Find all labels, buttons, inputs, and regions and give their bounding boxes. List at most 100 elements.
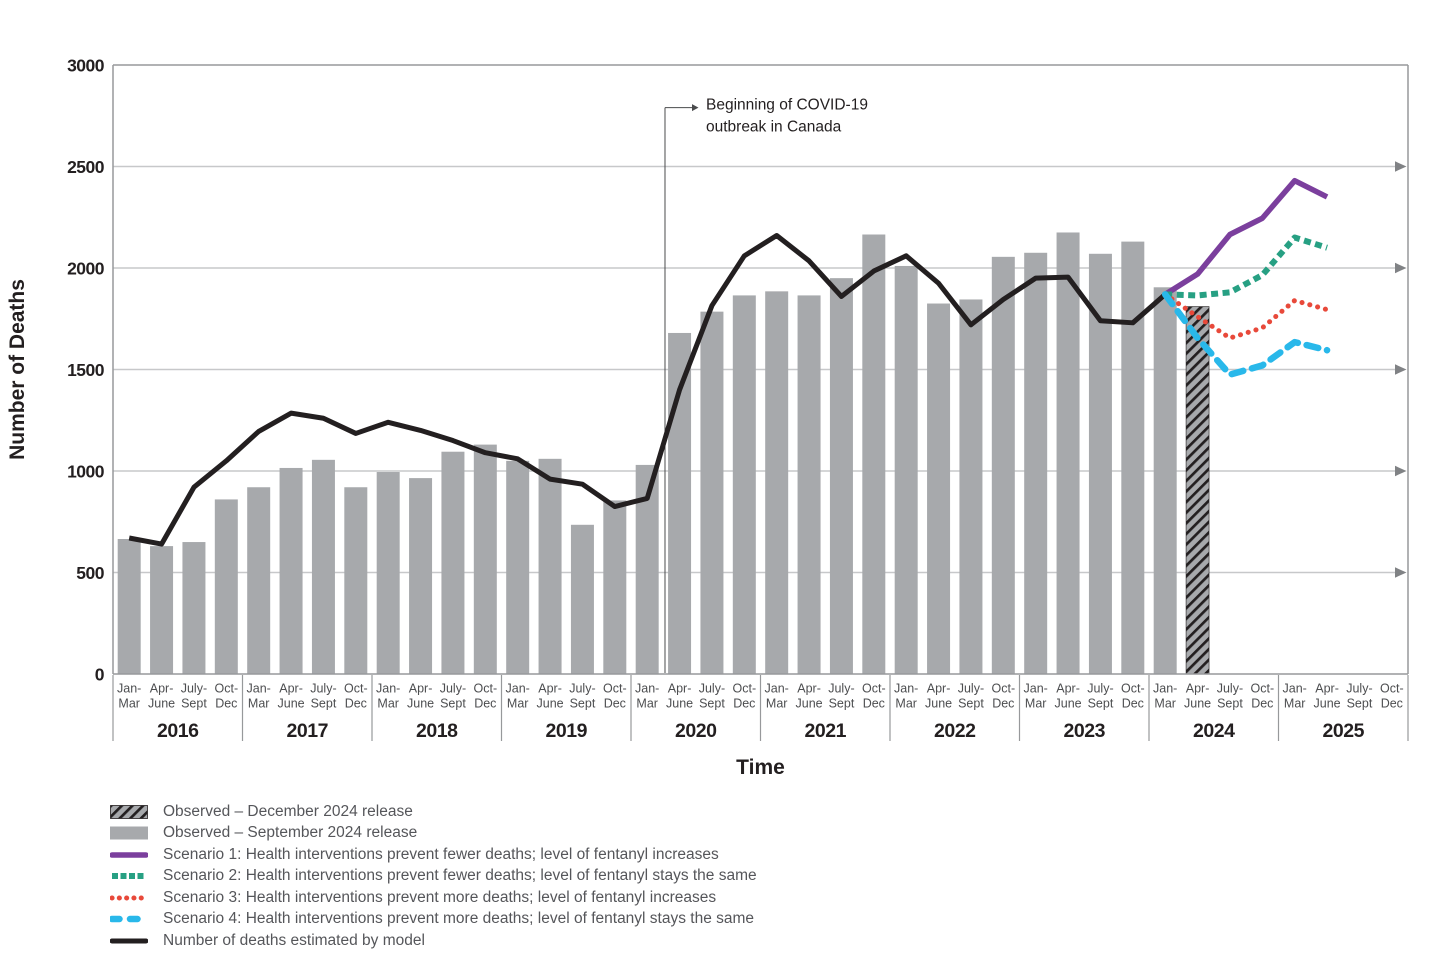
bar-observed-2023-q2 — [1056, 232, 1080, 674]
annotation-text-line: outbreak in Canada — [706, 119, 842, 136]
y-tick-label-1000: 1000 — [67, 462, 105, 482]
legend-row-model: Number of deaths estimated by model — [110, 930, 757, 952]
year-label-2025: 2025 — [1323, 720, 1365, 742]
x-axis-labels-layer: Jan-MarApr-JuneJuly-SeptOct-DecJan-MarAp… — [112, 675, 1409, 742]
quarter-label: Oct-Dec — [603, 682, 627, 711]
bar-observed-2016-q4 — [214, 499, 238, 674]
quarter-label: July-Sept — [1346, 682, 1373, 711]
bar-observed-2017-q1 — [247, 487, 271, 674]
y-axis-title: Number of Deaths — [6, 279, 29, 460]
year-label-2022: 2022 — [934, 720, 976, 742]
gray-bar-swatch-icon — [110, 826, 148, 840]
scenario-3-line — [1162, 291, 1330, 341]
y-axis-labels-layer: 0 500 1000 1500 2000 2500 3000 — [67, 56, 105, 685]
y-tick-label-1500: 1500 — [67, 360, 105, 380]
quarter-label: July-Sept — [1217, 682, 1244, 711]
legend-label: Scenario 3: Health interventions prevent… — [163, 888, 717, 906]
hatch-swatch-rect — [110, 804, 148, 819]
bar-observed-2019-q2 — [538, 458, 562, 674]
bar-observed-2019-q3 — [570, 524, 594, 674]
year-label-2019: 2019 — [546, 720, 588, 742]
bar-observed-2022-q1 — [894, 265, 918, 674]
axis-borders-layer — [112, 64, 1409, 675]
y-tick-label-0: 0 — [95, 665, 105, 685]
bar-observed-2023-q3 — [1088, 253, 1112, 675]
bar-observed-2023-q1 — [1024, 252, 1048, 674]
legend-row-scenario-3: Scenario 3: Health interventions prevent… — [110, 887, 757, 909]
quarter-label: Apr-June — [1055, 682, 1082, 711]
quarter-label: Apr-June — [796, 682, 823, 711]
quarter-label: Oct-Dec — [474, 682, 498, 711]
quarter-label: Apr-June — [278, 682, 305, 711]
bar-observed-2016-q3 — [182, 542, 206, 674]
solid-swatch-rect — [110, 826, 148, 840]
quarter-label: Jan-Mar — [1283, 682, 1307, 711]
quarter-label: Apr-June — [537, 682, 564, 711]
bar-observed-2021-q1 — [765, 291, 789, 674]
quarter-label: Jan-Mar — [506, 682, 530, 711]
bar-observed-2020-q2 — [668, 332, 692, 674]
legend-row-scenario-4: Scenario 4: Health interventions prevent… — [110, 909, 757, 931]
bar-observed-2016-q2 — [150, 546, 174, 674]
bar-observed-2018-q1 — [376, 472, 400, 674]
bar-observed-2023-q4 — [1121, 241, 1145, 675]
bars-layer — [117, 232, 1210, 675]
quarter-label: Oct-Dec — [733, 682, 757, 711]
quarter-label: Jan-Mar — [635, 682, 659, 711]
annotation-arrow-icon — [691, 104, 699, 112]
scenario4-line-swatch-icon — [110, 912, 148, 926]
quarter-label: Apr-June — [407, 682, 434, 711]
bar-observed-2017-q4 — [344, 487, 368, 674]
quarter-label: Oct-Dec — [862, 682, 886, 711]
legend-label: Observed – December 2024 release — [163, 802, 413, 820]
quarter-label: Oct-Dec — [215, 682, 239, 711]
legend-label: Scenario 4: Health interventions prevent… — [163, 910, 755, 928]
legend-label: Number of deaths estimated by model — [163, 931, 425, 949]
quarter-label: Apr-June — [1184, 682, 1211, 711]
bar-observed-2017-q3 — [311, 459, 335, 674]
y-tick-label-2500: 2500 — [67, 157, 105, 177]
year-label-2020: 2020 — [675, 720, 717, 742]
bar-observed-2018-q2 — [409, 478, 433, 674]
quarter-label: July-Sept — [699, 682, 726, 711]
year-label-2023: 2023 — [1064, 720, 1106, 742]
bar-observed-2021-q3 — [829, 278, 853, 674]
quarter-label: Oct-Dec — [1251, 682, 1275, 711]
quarter-label: Jan-Mar — [1024, 682, 1048, 711]
quarter-label: Oct-Dec — [344, 682, 368, 711]
scenario-2-line — [1165, 234, 1328, 299]
year-label-2021: 2021 — [805, 720, 847, 742]
gridline-arrow-icon — [1395, 161, 1407, 172]
quarter-label: Jan-Mar — [376, 682, 400, 711]
quarter-label: Oct-Dec — [1380, 682, 1404, 711]
legend: Observed – December 2024 release Observe… — [110, 801, 757, 952]
scenario-1-line — [1163, 177, 1329, 297]
quarter-label: Jan-Mar — [117, 682, 141, 711]
bar-observed-2022-q2 — [927, 303, 951, 674]
annotation-line-layer — [664, 104, 699, 673]
bar-observed-2020-q4 — [732, 295, 756, 674]
quarter-label: Jan-Mar — [247, 682, 271, 711]
quarter-label: Jan-Mar — [765, 682, 789, 711]
quarter-label: Apr-June — [148, 682, 175, 711]
y-tick-label-3000: 3000 — [67, 56, 105, 76]
bar-observed-2019-q1 — [506, 460, 530, 674]
bar-observed-2016-q1 — [117, 539, 141, 674]
hatched-bar-swatch-icon — [110, 804, 148, 819]
quarter-label: Apr-June — [666, 682, 693, 711]
legend-label: Observed – September 2024 release — [163, 824, 418, 842]
annotation-text-layer: Beginning of COVID-19 outbreak in Canada — [706, 97, 868, 136]
gridline-arrow-icon — [1395, 567, 1407, 578]
gridline-arrow-icon — [1395, 465, 1407, 477]
year-label-2024: 2024 — [1193, 720, 1235, 742]
quarter-label: July-Sept — [828, 682, 855, 711]
legend-row-scenario-1: Scenario 1: Health interventions prevent… — [110, 844, 757, 866]
bar-observed-2021-q4 — [862, 234, 886, 674]
gridline-arrow-icon — [1395, 262, 1407, 274]
bar-observed-2021-q2 — [797, 295, 821, 674]
legend-row-scenario-2: Scenario 2: Health interventions prevent… — [110, 866, 757, 888]
bar-observed-2022-q4 — [991, 256, 1015, 674]
quarter-label: July-Sept — [440, 682, 467, 711]
